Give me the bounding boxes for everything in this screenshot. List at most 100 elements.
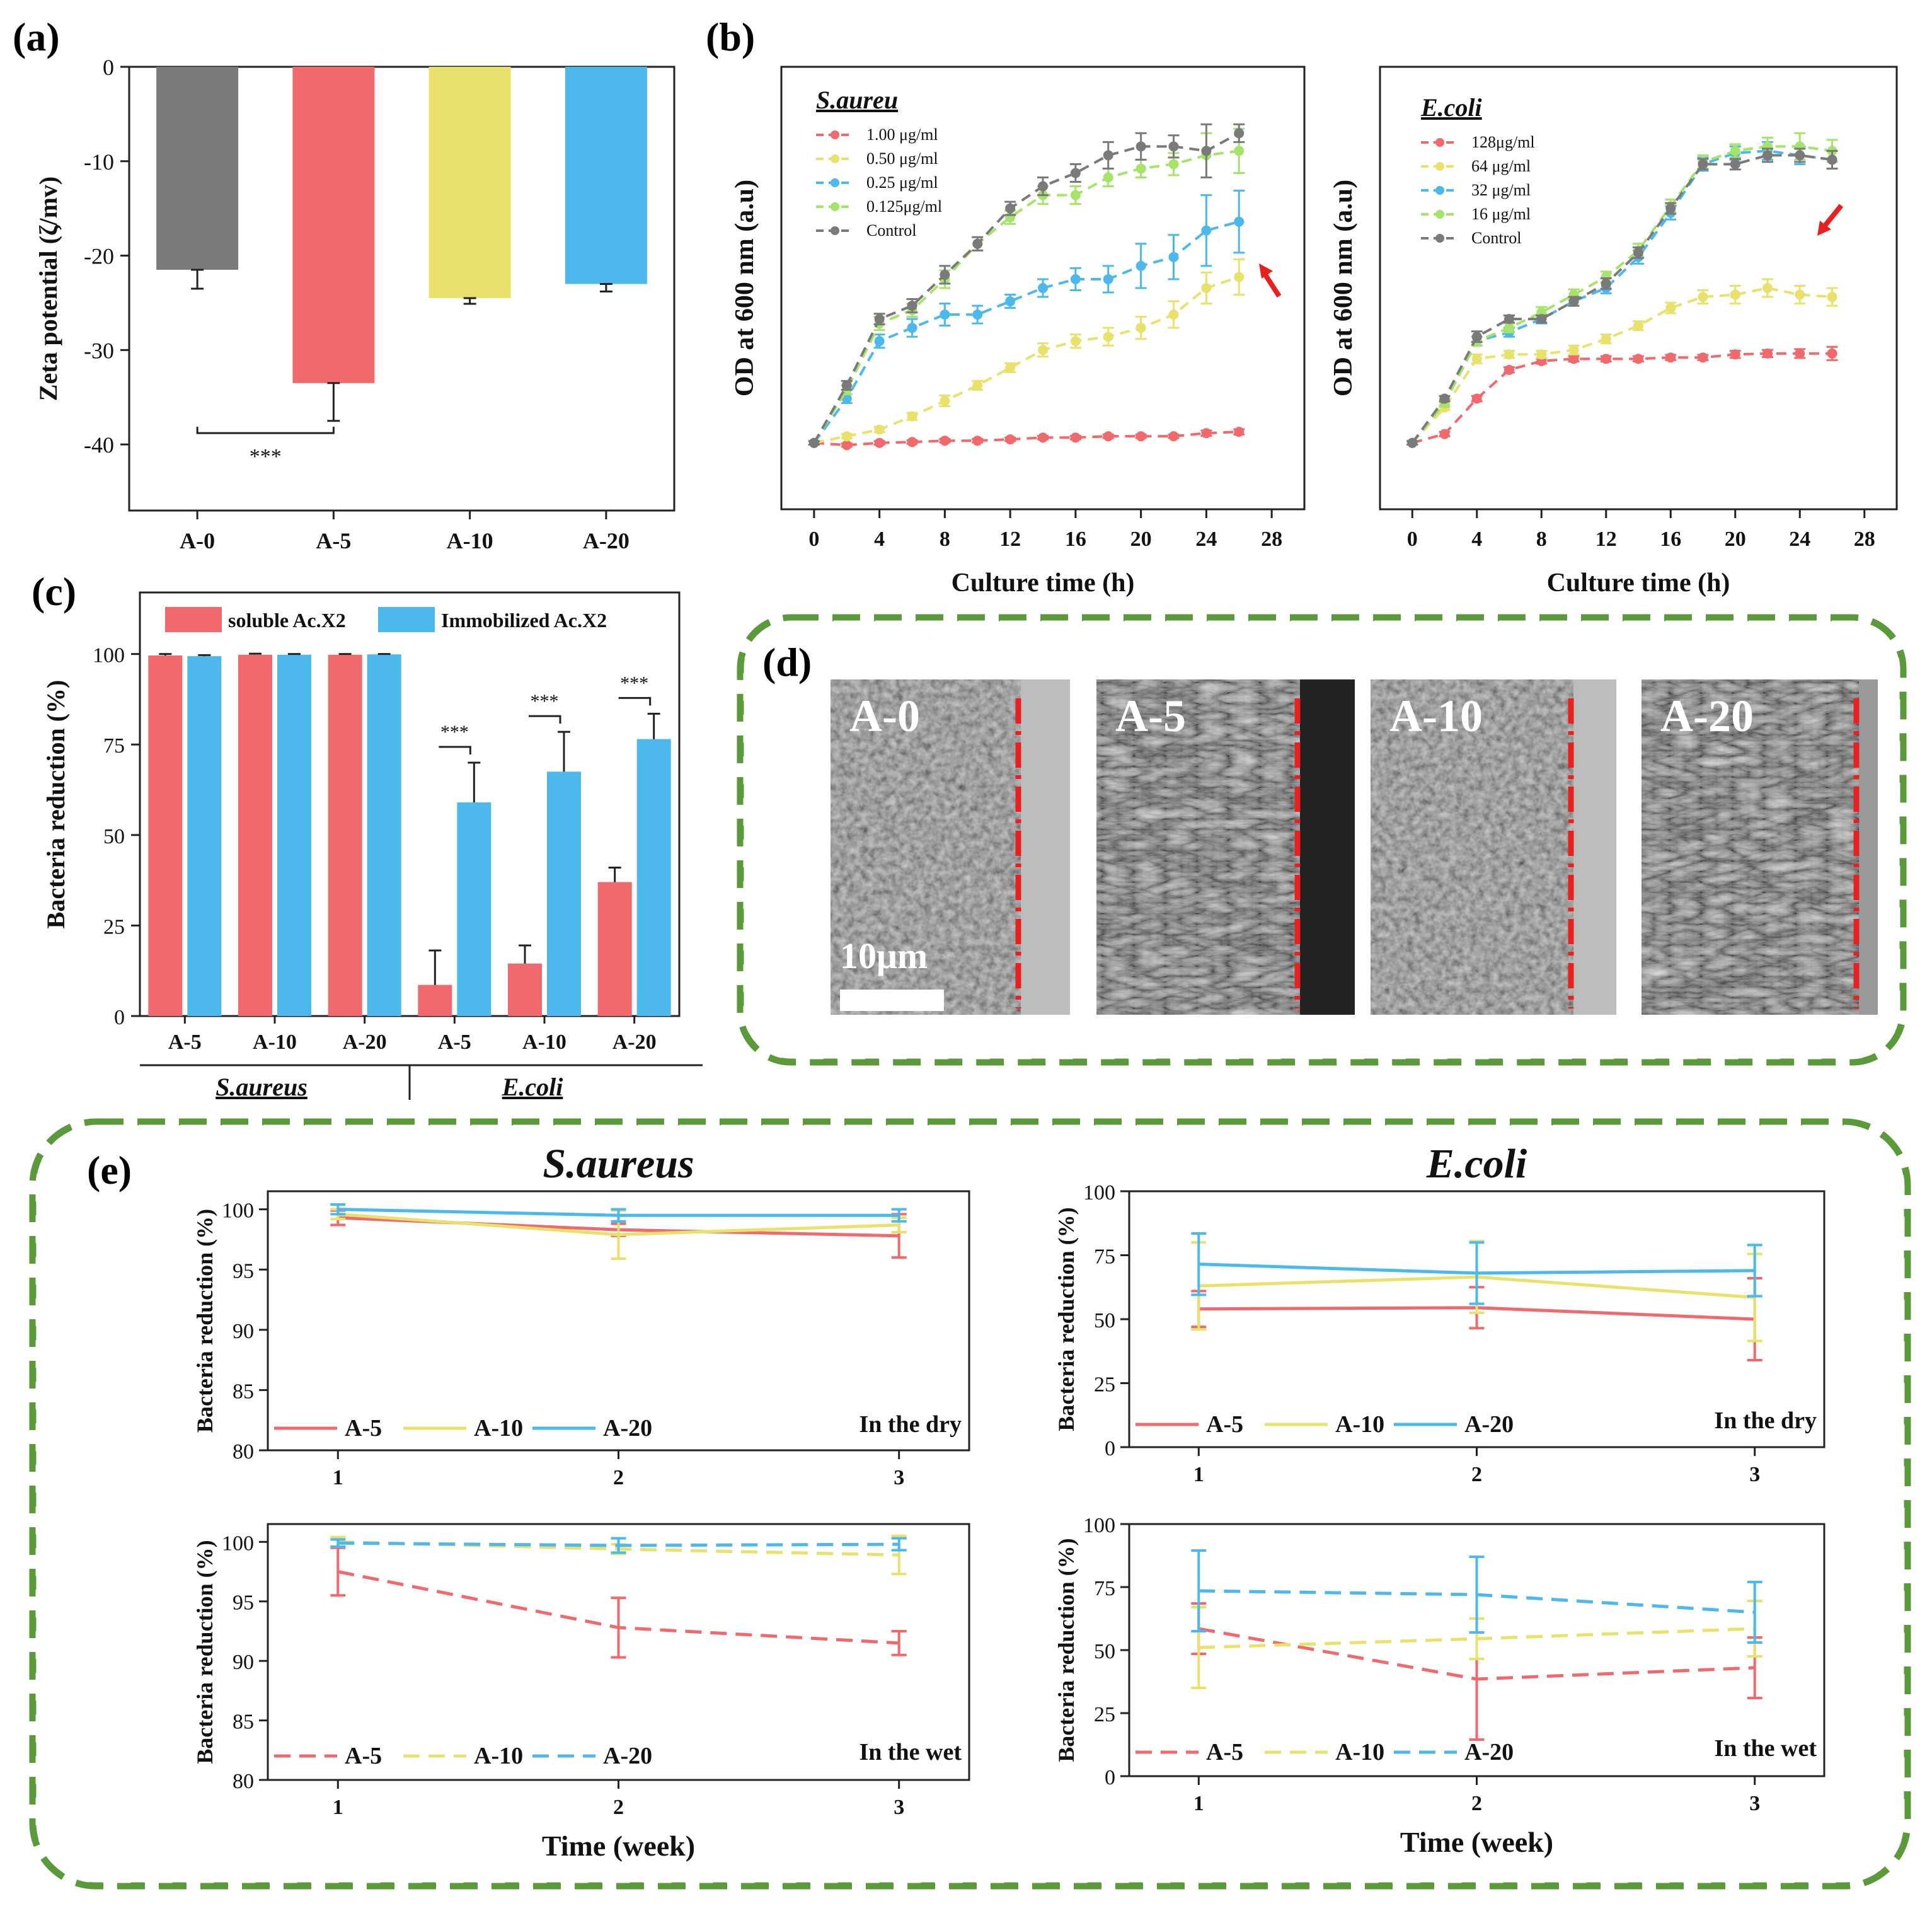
data-point [1038,345,1048,355]
x-tick-label: 1 [333,1466,343,1489]
plot-frame [128,66,676,512]
data-point [1201,146,1212,156]
data-point [907,301,917,311]
x-tick-label: 1 [1193,1792,1204,1815]
y-tick-label: 50 [103,825,125,848]
legend-marker [831,226,839,235]
y-tick-label: 90 [233,1320,254,1343]
bar [187,656,222,1016]
x-tick-label: 8 [940,528,950,551]
error-bar [377,653,391,656]
data-point [1070,336,1081,347]
legend-label: A-10 [1335,1739,1384,1765]
bar [277,654,311,1016]
data-point [1568,296,1579,307]
error-bar [327,382,340,422]
y-tick-label: 95 [233,1259,254,1283]
legend-label: A-5 [1206,1411,1243,1438]
data-point [1038,283,1048,293]
data-point [1201,283,1212,293]
sem-edge-strip [1021,679,1070,1015]
legend-label: 1.00 μg/ml [866,125,938,144]
sem-texture [1642,679,1859,1015]
data-point [1136,323,1146,333]
data-point [841,380,852,391]
series-line [1412,352,1832,444]
saureus-wet-chart: 80 85 90 95 100 1 2 3 Bacteria reduction (%) Time… [192,1523,970,1862]
y-tick-label: 25 [1094,1373,1115,1397]
panel-d-frame [737,614,1907,1066]
data-point [1070,432,1081,443]
data-point [1103,150,1113,161]
legend-label: A-5 [345,1415,382,1441]
y-tick-label: 85 [233,1380,254,1403]
legend-label: A-20 [603,1743,652,1769]
legend-swatch [165,607,222,632]
series-128μg/ml [1406,345,1838,448]
data-point [1698,292,1708,303]
arrow-ecoli [1817,204,1844,236]
condition-label: In the wet [859,1739,962,1765]
y-tick-label: 90 [233,1651,254,1674]
y-axis-label: OD at 600 nm (a.u) [1329,180,1358,396]
data-point [1665,203,1676,214]
x-tick-label: A-10 [447,528,493,553]
x-tick-label: A-0 [180,528,215,553]
legend-label: Control [1471,229,1521,247]
error-bar [428,949,442,985]
series-Control [808,123,1245,448]
sem-label: A-10 [1389,691,1483,741]
data-point [1168,159,1179,170]
data-point [1536,314,1547,325]
panel-label-a: (a) [13,14,60,59]
legend-label: soluble Ac.X2 [228,609,346,632]
x-tick-label: 1 [333,1796,343,1819]
data-point [1827,292,1837,303]
legend-marker [831,202,839,211]
legend: E.coli 128μg/ml 64 μg/ml 32 μg/ml 16 μg/ml Co… [1420,93,1535,247]
data-point [1471,332,1482,342]
bar [547,771,581,1016]
bar [238,654,272,1016]
panel-label-b: (b) [706,14,755,59]
error-bar [330,1203,346,1216]
sem-image-A-20: A-20 [1642,679,1878,1015]
series-A-5 [330,1546,907,1659]
legend-label: A-20 [1464,1411,1514,1438]
data-point [972,436,983,446]
data-point [1504,349,1514,360]
legend-label: 128μg/ml [1471,133,1535,151]
data-point [1762,150,1773,161]
ecoli-growth-chart: 0 4 8 12 16 20 24 28 Culture time (h) OD at 600 n… [1329,66,1898,598]
data-point [1201,428,1212,439]
data-point [972,380,983,391]
x-tick-label: 3 [894,1466,904,1489]
y-axis-label: Bacteria reduction (%) [192,1540,217,1764]
significance-bracket [618,696,652,706]
error-bar [1191,1232,1207,1297]
data-point [907,323,917,333]
condition-label: In the dry [859,1411,962,1438]
x-tick-label: A-5 [316,528,351,553]
x-tick-label: 24 [1195,528,1217,551]
series-line [1411,149,1832,444]
bar [418,985,452,1016]
legend-title: S.aureu [816,86,898,114]
legend-marker [1435,210,1444,219]
data-point [1234,272,1245,282]
x-tick-label: 3 [1749,1792,1760,1815]
x-tick-label: 2 [613,1796,624,1819]
legend-label: 0.125μg/ml [866,197,942,216]
bar [636,739,671,1016]
data-point [907,411,917,422]
bar [292,67,375,383]
error-bar [519,944,531,964]
y-tick-label: 75 [103,734,125,758]
data-point [1103,431,1113,442]
data-point [1136,141,1146,152]
x-tick-label: 3 [1749,1463,1760,1486]
saureus-dry-chart: 80 85 90 95 100 1 2 3 Bacteria reduction (%) S.au… [192,1141,970,1489]
legend-label: A-10 [1335,1411,1384,1438]
saureus-growth-chart: 0 4 8 12 16 20 24 28 Culture time (h) OD at 600 n… [730,66,1306,598]
x-tick-label: A-20 [612,1031,657,1054]
